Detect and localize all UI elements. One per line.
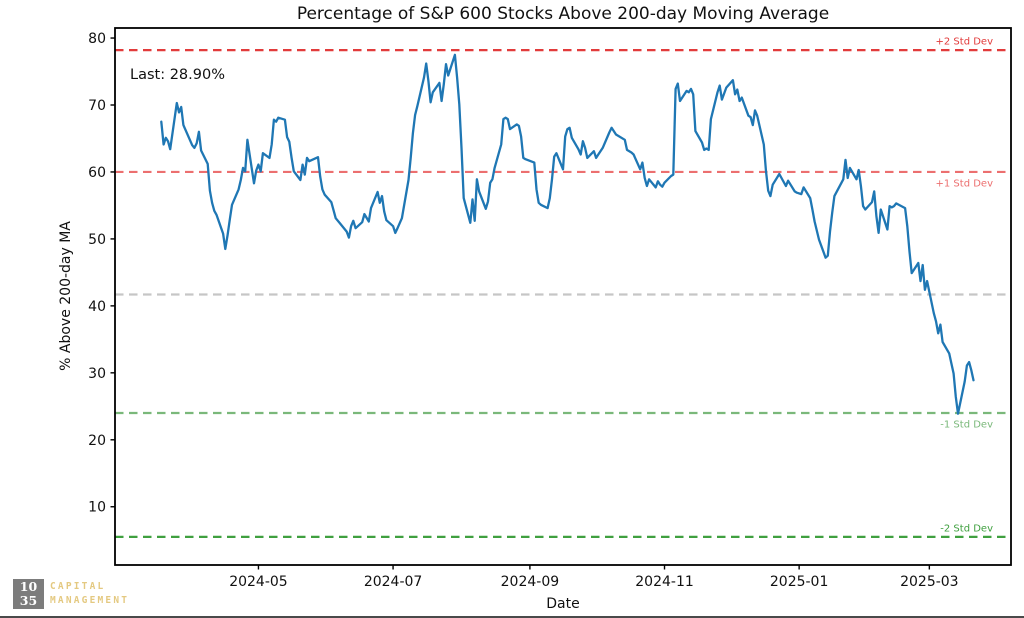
plot-border — [114, 27, 1012, 566]
y-tick-label: 80 — [88, 31, 106, 47]
y-axis-label: % Above 200-day MA — [58, 221, 74, 371]
std-dev-label: -1 Std Dev — [940, 420, 993, 431]
x-tick-label: 2025-03 — [900, 574, 959, 590]
y-tick-label: 10 — [88, 500, 106, 516]
std-dev-label: -2 Std Dev — [940, 523, 993, 534]
logo: 10 35 CAPITAL MANAGEMENT — [13, 579, 129, 609]
y-tick-label: 20 — [88, 433, 106, 449]
logo-number-bottom: 35 — [19, 593, 38, 608]
std-dev-label: +2 Std Dev — [936, 37, 994, 48]
x-tick-label: 2025-01 — [770, 574, 829, 590]
y-tick-label: 70 — [88, 98, 106, 114]
plot-area: +2 Std Dev +1 Std Dev -1 Std Dev -2 Std Dev… — [88, 27, 1012, 590]
screenshot-bottom-edge — [0, 616, 1024, 618]
logo-number-top: 10 — [19, 579, 38, 594]
logo-management-label: MANAGEMENT — [50, 595, 130, 606]
logo-capital-label: CAPITAL — [50, 580, 106, 592]
data-series-line — [160, 53, 975, 415]
chart-title: Percentage of S&P 600 Stocks Above 200-d… — [297, 4, 829, 24]
y-tick-label: 40 — [88, 299, 106, 315]
x-tick-label: 2024-09 — [501, 574, 560, 590]
y-tick-label: 30 — [88, 366, 106, 382]
logo-wordmark: CAPITAL MANAGEMENT — [50, 580, 129, 609]
logo-1035-box: 10 35 — [13, 579, 44, 609]
last-value-annotation: Last: 28.90% — [130, 67, 225, 83]
x-tick-label: 2024-05 — [229, 574, 288, 590]
std-dev-label: +1 Std Dev — [936, 178, 994, 189]
x-axis-label: Date — [546, 596, 579, 612]
x-tick-label: 2024-07 — [364, 574, 423, 590]
y-tick-label: 60 — [88, 165, 106, 181]
y-tick-label: 50 — [88, 232, 106, 248]
x-tick-label: 2024-11 — [635, 574, 694, 590]
